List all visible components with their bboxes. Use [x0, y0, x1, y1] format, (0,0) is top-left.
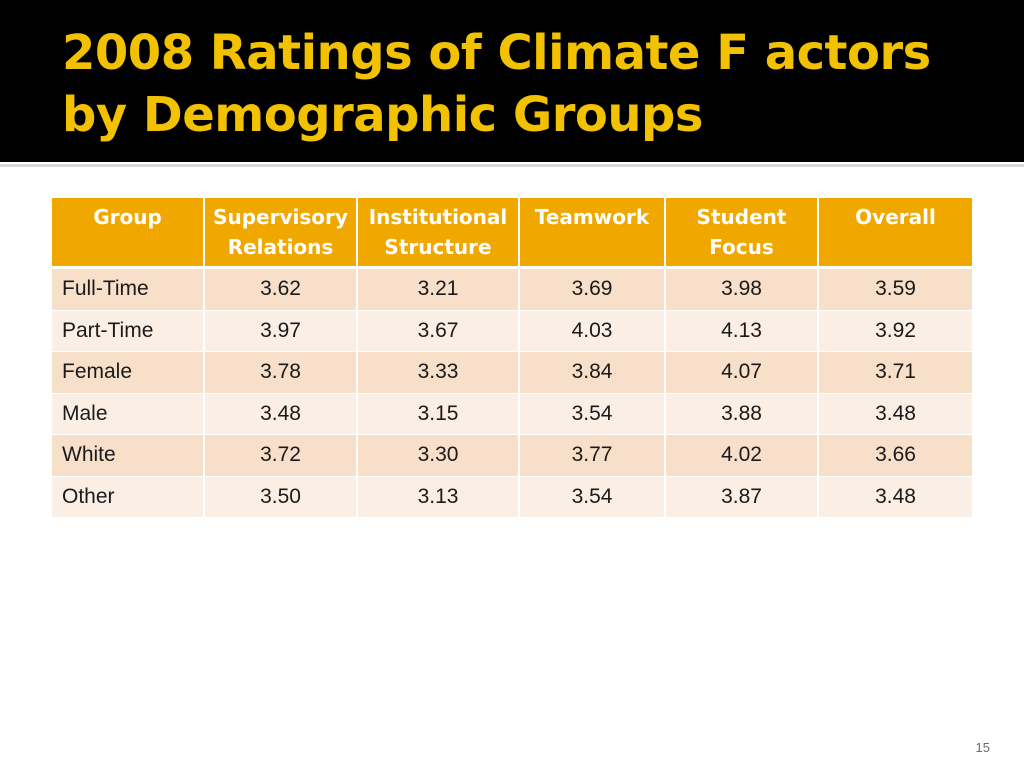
table-row: Part-Time 3.97 3.67 4.03 4.13 3.92 [52, 310, 972, 352]
table-cell: 4.02 [666, 435, 819, 477]
header-cell-overall: Overall [819, 198, 972, 269]
header-cell-teamwork: Teamwork [520, 198, 666, 269]
header-cell-supervisory-relations: Supervisory Relations [205, 198, 358, 269]
table-cell: 3.48 [205, 393, 358, 435]
table-row: Female 3.78 3.33 3.84 4.07 3.71 [52, 352, 972, 394]
table-cell: 3.50 [205, 476, 358, 518]
table-cell: 4.13 [666, 310, 819, 352]
table-row: Male 3.48 3.15 3.54 3.88 3.48 [52, 393, 972, 435]
table-cell: 3.54 [520, 393, 666, 435]
header-cell-student-focus: Student Focus [666, 198, 819, 269]
table-cell: 3.98 [666, 269, 819, 311]
header-cell-group: Group [52, 198, 205, 269]
table-cell: 3.84 [520, 352, 666, 394]
table-cell: 3.97 [205, 310, 358, 352]
table-cell: 3.69 [520, 269, 666, 311]
table-cell: 3.72 [205, 435, 358, 477]
table-cell: 3.71 [819, 352, 972, 394]
row-group-label: Part-Time [52, 310, 205, 352]
table-header-row: Group Supervisory Relations Institutiona… [52, 198, 972, 269]
table-cell: 3.59 [819, 269, 972, 311]
table-cell: 3.62 [205, 269, 358, 311]
table-row: Full-Time 3.62 3.21 3.69 3.98 3.59 [52, 269, 972, 311]
table-cell: 3.54 [520, 476, 666, 518]
table-cell: 3.30 [358, 435, 520, 477]
table-cell: 3.48 [819, 476, 972, 518]
table-cell: 3.48 [819, 393, 972, 435]
title-divider [0, 164, 1024, 167]
table-cell: 3.87 [666, 476, 819, 518]
table-row: White 3.72 3.30 3.77 4.02 3.66 [52, 435, 972, 477]
table-cell: 3.33 [358, 352, 520, 394]
table-cell: 3.15 [358, 393, 520, 435]
table-cell: 4.03 [520, 310, 666, 352]
row-group-label: Full-Time [52, 269, 205, 311]
header-cell-institutional-structure: Institutional Structure [358, 198, 520, 269]
slide-title: 2008 Ratings of Climate F actors by Demo… [62, 25, 931, 143]
table-cell: 3.77 [520, 435, 666, 477]
table-row: Other 3.50 3.13 3.54 3.87 3.48 [52, 476, 972, 518]
table-cell: 3.21 [358, 269, 520, 311]
table-cell: 3.67 [358, 310, 520, 352]
table-cell: 3.13 [358, 476, 520, 518]
row-group-label: Female [52, 352, 205, 394]
page-number: 15 [975, 740, 990, 755]
row-group-label: White [52, 435, 205, 477]
table-cell: 3.66 [819, 435, 972, 477]
table-cell: 3.78 [205, 352, 358, 394]
table-cell: 3.88 [666, 393, 819, 435]
title-band [0, 0, 1024, 162]
row-group-label: Male [52, 393, 205, 435]
table-cell: 4.07 [666, 352, 819, 394]
table-cell: 3.92 [819, 310, 972, 352]
ratings-table: Group Supervisory Relations Institutiona… [52, 198, 972, 518]
row-group-label: Other [52, 476, 205, 518]
